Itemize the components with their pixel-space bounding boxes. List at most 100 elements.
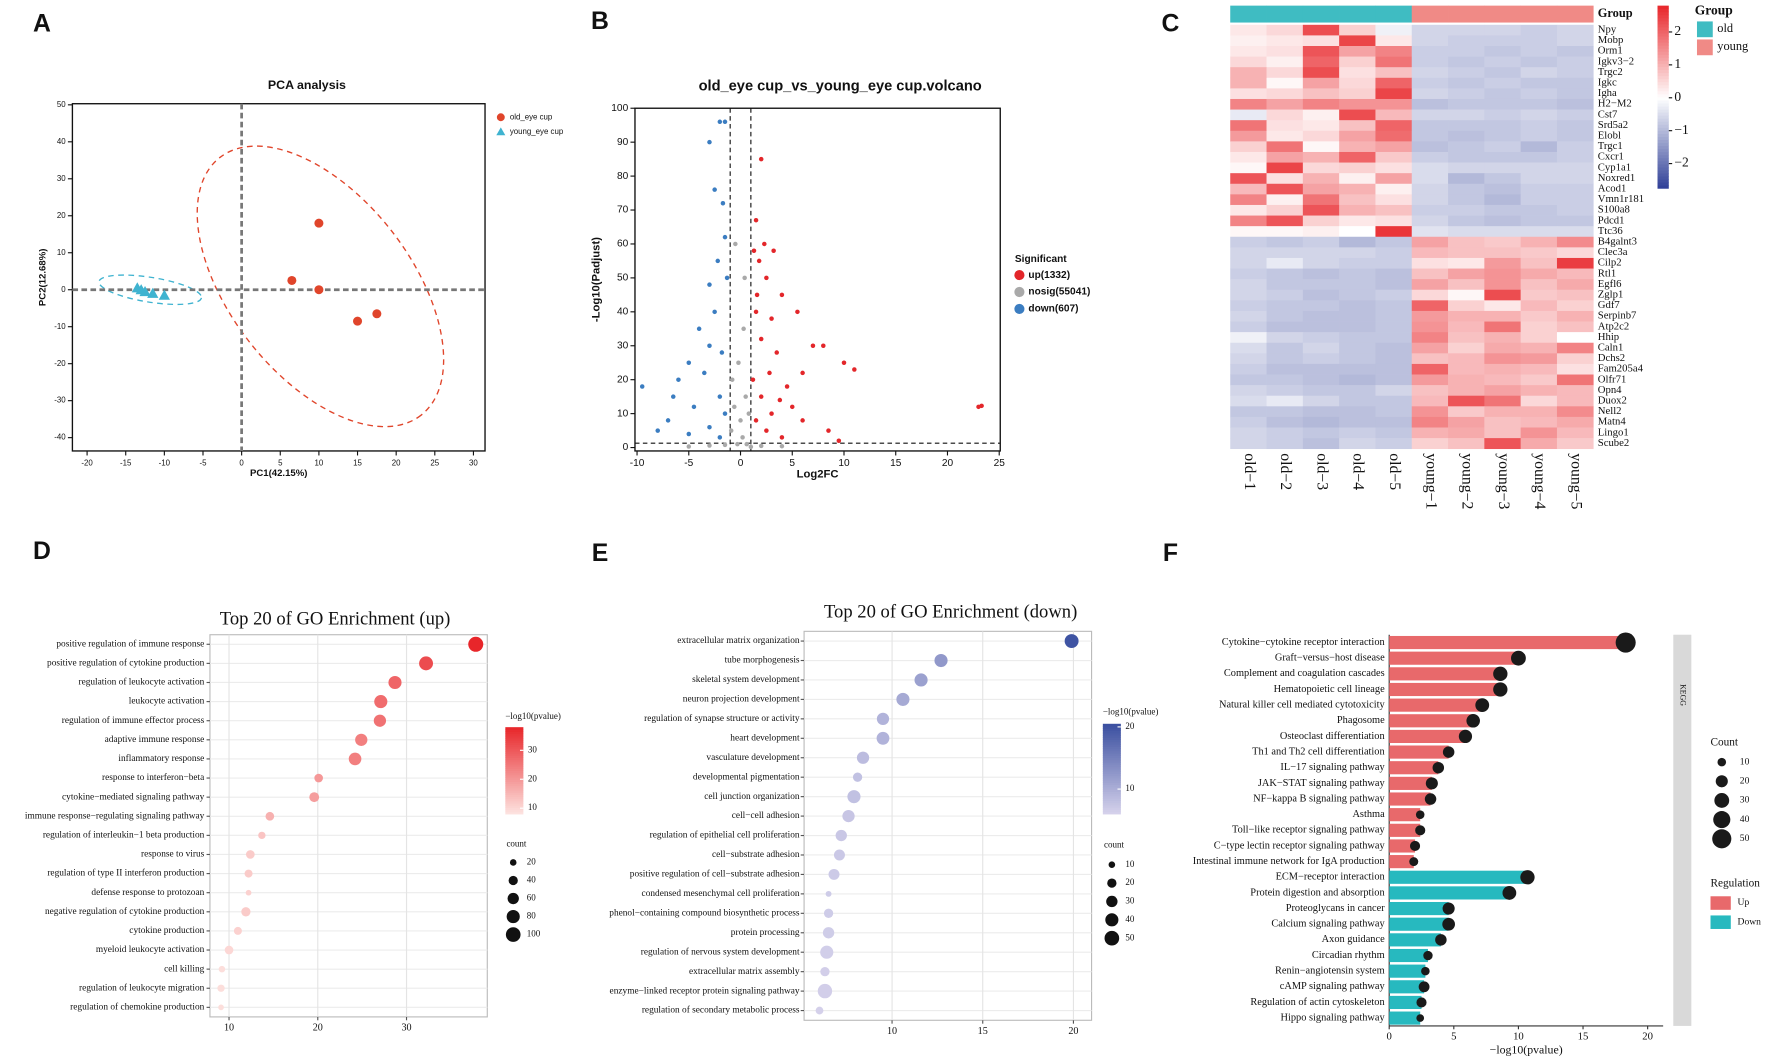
sample-label: young−5 [1567,453,1584,509]
heat-cell [1339,236,1376,248]
dot [815,1006,824,1015]
x-tick-label: 15 [1578,1031,1589,1043]
colorbar-tick-label: 20 [528,773,538,783]
size-legend-dot [1715,775,1728,788]
plot-panel [803,630,1093,1021]
heat-cell [1339,321,1376,333]
colorbar-step [1102,759,1121,763]
heat-cell [1411,204,1449,216]
heat-cell [1302,56,1340,68]
gene-label: Matn4 [1598,416,1627,428]
y-tick-label: Protein digestion and absorption [1250,887,1385,898]
y-tick-label: 0 [623,442,629,453]
heat-cell [1484,24,1521,36]
colorbar-step [1102,753,1121,756]
heat-cell [1339,342,1376,354]
heat-cell [1302,279,1340,291]
heat-cell [1339,130,1376,142]
count-dot [1493,666,1508,681]
heat-cell [1302,406,1340,418]
gene-label: Cilp2 [1598,257,1622,269]
heat-cell [1302,385,1340,397]
point [758,336,764,342]
heat-cell [1448,151,1485,163]
colorbar-step [1657,154,1669,159]
heat-cell [1556,332,1594,344]
heat-cell [1375,35,1413,47]
heat-cell [1411,226,1449,238]
colorbar-step [505,800,524,804]
x-tick-label: 15 [890,458,902,469]
point [686,444,692,449]
count-dot [1425,777,1438,790]
size-legend-title: Count [1711,737,1739,749]
gene-label: Orm1 [1598,45,1623,57]
heat-cell [1556,300,1594,312]
group-label: Group [1598,6,1633,20]
dot [348,752,362,766]
gene-label: Gdf7 [1598,299,1621,311]
gene-label: Acod1 [1598,183,1627,195]
point [740,435,745,440]
legend-marker [496,113,505,122]
heat-cell [1411,300,1449,312]
group-cell [1411,5,1449,23]
colorbar-step [1102,802,1121,806]
heat-cell [1302,236,1340,248]
colorbar-step [1657,33,1669,37]
heat-cell [1302,268,1340,280]
heat-cell [1520,204,1558,216]
bar [1389,682,1501,697]
colorbar-step [1657,145,1669,150]
bar [1389,886,1510,900]
y-tick-label: 0 [61,285,66,294]
heat-cell [1230,363,1267,375]
y-tick-label: negative regulation of cytokine producti… [45,906,205,917]
heat-cell [1484,56,1521,68]
y-tick-label: defense response to protozoan [91,887,204,898]
gene-label: Serpinb7 [1598,310,1637,322]
y-tick-label: 60 [617,239,629,250]
point [741,326,746,332]
y-tick-label: 20 [57,211,66,220]
heat-cell [1448,247,1485,259]
dot [1064,634,1079,649]
colorbar-step [1657,8,1669,13]
heat-cell [1302,183,1340,195]
heat-cell [1266,342,1304,354]
heat-cell [1520,395,1558,407]
y-tick-label: response to interferon−beta [102,772,205,783]
size-legend-title: count [506,838,526,848]
dot [825,890,832,897]
heat-cell [1556,162,1594,174]
colorbar-step [1657,60,1669,64]
heat-cell [1302,215,1340,227]
heat-cell [1266,204,1304,216]
colorbar-step [1102,784,1121,788]
colorbar-tick-label: −2 [1674,155,1689,170]
colorbar-step [1657,17,1669,22]
y-tick-label: cell killing [164,964,205,974]
heat-cell [1448,279,1485,291]
heat-cell [1375,141,1413,153]
heat-cell [1556,427,1594,439]
bar [1389,870,1528,884]
y-tick-label: Th1 and Th2 cell differentiation [1252,746,1385,757]
heat-cell [1266,183,1304,195]
count-dot [1432,761,1445,774]
size-legend-dot [507,892,519,905]
dot [876,712,890,725]
heat-cell [1375,98,1413,110]
y-tick-label: immune response−regulating signaling pat… [25,811,205,821]
colorbar-step [505,798,524,802]
heat-cell [1556,279,1594,291]
colorbar-step [1657,45,1669,49]
heat-cell [1339,353,1376,365]
bar [1389,823,1421,837]
heat-cell [1302,257,1340,269]
point [779,443,785,449]
heat-cell [1520,35,1558,47]
point [758,156,764,162]
heat-cell [1230,247,1267,259]
heat-cell [1556,438,1594,450]
